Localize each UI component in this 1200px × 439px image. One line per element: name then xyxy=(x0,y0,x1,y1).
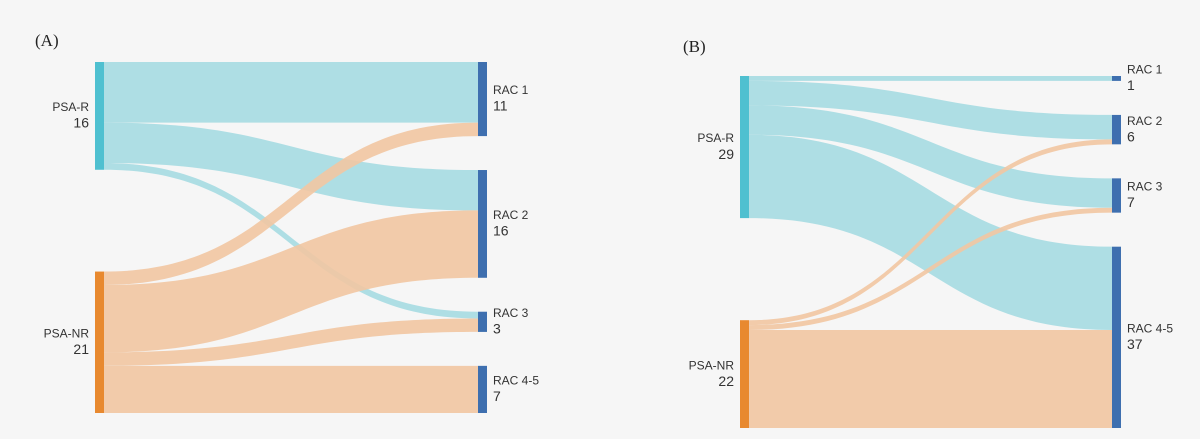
node xyxy=(478,311,487,332)
node-label: PSA-NR xyxy=(44,326,90,340)
node-value: 7 xyxy=(493,388,501,404)
link xyxy=(104,163,478,319)
link xyxy=(104,210,478,353)
node-label: RAC 4-5 xyxy=(493,374,539,388)
panel-label: (A) xyxy=(35,31,59,50)
panel-label: (B) xyxy=(683,37,706,56)
node-label: PSA-R xyxy=(697,131,734,145)
node-label: RAC 1 xyxy=(493,83,529,97)
links xyxy=(104,62,478,413)
link xyxy=(749,207,1112,330)
node-value: 6 xyxy=(1127,128,1135,144)
link xyxy=(104,318,478,366)
link xyxy=(749,329,1112,428)
node xyxy=(740,76,749,219)
node-label: RAC 4-5 xyxy=(1127,322,1173,336)
node-value: 16 xyxy=(73,115,89,131)
node xyxy=(95,62,104,170)
node xyxy=(478,62,487,137)
node-label: RAC 3 xyxy=(1127,180,1163,194)
node-value: 21 xyxy=(73,341,89,357)
node xyxy=(1112,114,1121,145)
node xyxy=(478,170,487,278)
link xyxy=(749,105,1112,208)
node-value: 22 xyxy=(718,373,734,389)
node xyxy=(478,365,487,413)
node-value: 7 xyxy=(1127,194,1135,210)
node xyxy=(1112,246,1121,428)
node-value: 1 xyxy=(1127,77,1135,93)
node xyxy=(1112,178,1121,213)
link xyxy=(104,62,478,123)
node xyxy=(1112,76,1121,81)
node-label: RAC 3 xyxy=(493,306,529,320)
node-value: 37 xyxy=(1127,336,1143,352)
link xyxy=(104,122,478,286)
node-value: 3 xyxy=(493,321,501,337)
node-value: 11 xyxy=(493,98,508,114)
link xyxy=(749,76,1112,81)
link xyxy=(749,80,1112,140)
node-value: 29 xyxy=(718,146,734,162)
link xyxy=(104,365,478,413)
node-label: PSA-NR xyxy=(689,358,735,372)
node xyxy=(95,271,104,413)
node xyxy=(740,320,749,428)
link xyxy=(749,139,1112,326)
link xyxy=(104,122,478,211)
node-label: RAC 2 xyxy=(493,208,529,222)
node-label: RAC 1 xyxy=(1127,63,1163,77)
links xyxy=(749,76,1112,428)
node-label: PSA-R xyxy=(52,100,89,114)
node-value: 16 xyxy=(493,223,509,239)
node-label: RAC 2 xyxy=(1127,114,1163,128)
